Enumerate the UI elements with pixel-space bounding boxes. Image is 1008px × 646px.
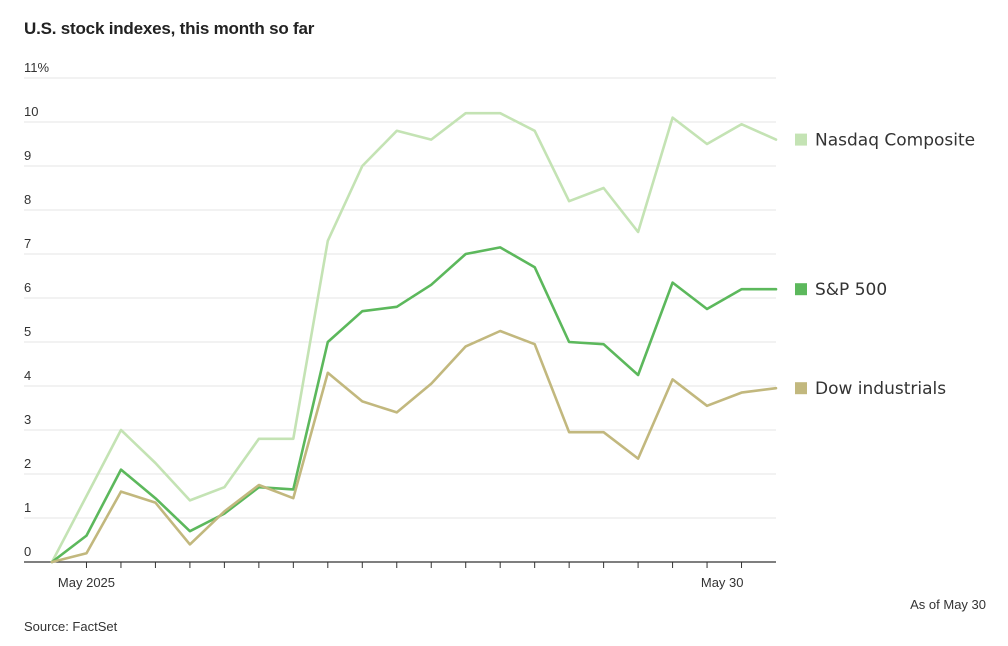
y-tick-label: 7 xyxy=(24,236,31,251)
x-tick-label: May 30 xyxy=(701,575,744,590)
y-tick-label: 8 xyxy=(24,192,31,207)
y-tick-label: 11% xyxy=(24,60,49,75)
y-tick-label: 9 xyxy=(24,148,31,163)
legend-label-nasdaq-composite: Nasdaq Composite xyxy=(815,131,975,151)
y-tick-label: 5 xyxy=(24,324,31,339)
y-tick-label: 3 xyxy=(24,412,31,427)
y-tick-label: 2 xyxy=(24,456,31,471)
x-tick-label: May 2025 xyxy=(58,575,115,590)
chart-title: U.S. stock indexes, this month so far xyxy=(24,19,315,38)
y-tick-label: 6 xyxy=(24,280,31,295)
series-line-dow-industrials xyxy=(50,329,778,564)
y-tick-label: 10 xyxy=(24,104,38,119)
series-line-s-p-500 xyxy=(50,246,778,564)
y-tick-label: 1 xyxy=(24,500,31,515)
legend: Nasdaq Composite S&P 500 Dow industrials xyxy=(795,131,975,399)
y-tick-label: 0 xyxy=(24,544,31,559)
x-axis-ticks xyxy=(85,562,743,568)
legend-swatch-dow-industrials xyxy=(795,382,807,395)
legend-label-s-p-500: S&P 500 xyxy=(815,280,887,300)
as-of-note: As of May 30 xyxy=(910,597,986,612)
y-tick-label: 4 xyxy=(24,368,31,383)
legend-label-dow-industrials: Dow industrials xyxy=(815,379,946,399)
source-note: Source: FactSet xyxy=(24,619,118,634)
legend-swatch-s-p-500 xyxy=(795,283,807,296)
series-lines xyxy=(50,111,778,564)
legend-swatch-nasdaq-composite xyxy=(795,133,807,146)
series-line-nasdaq-composite xyxy=(50,111,778,564)
gridlines xyxy=(24,77,776,563)
